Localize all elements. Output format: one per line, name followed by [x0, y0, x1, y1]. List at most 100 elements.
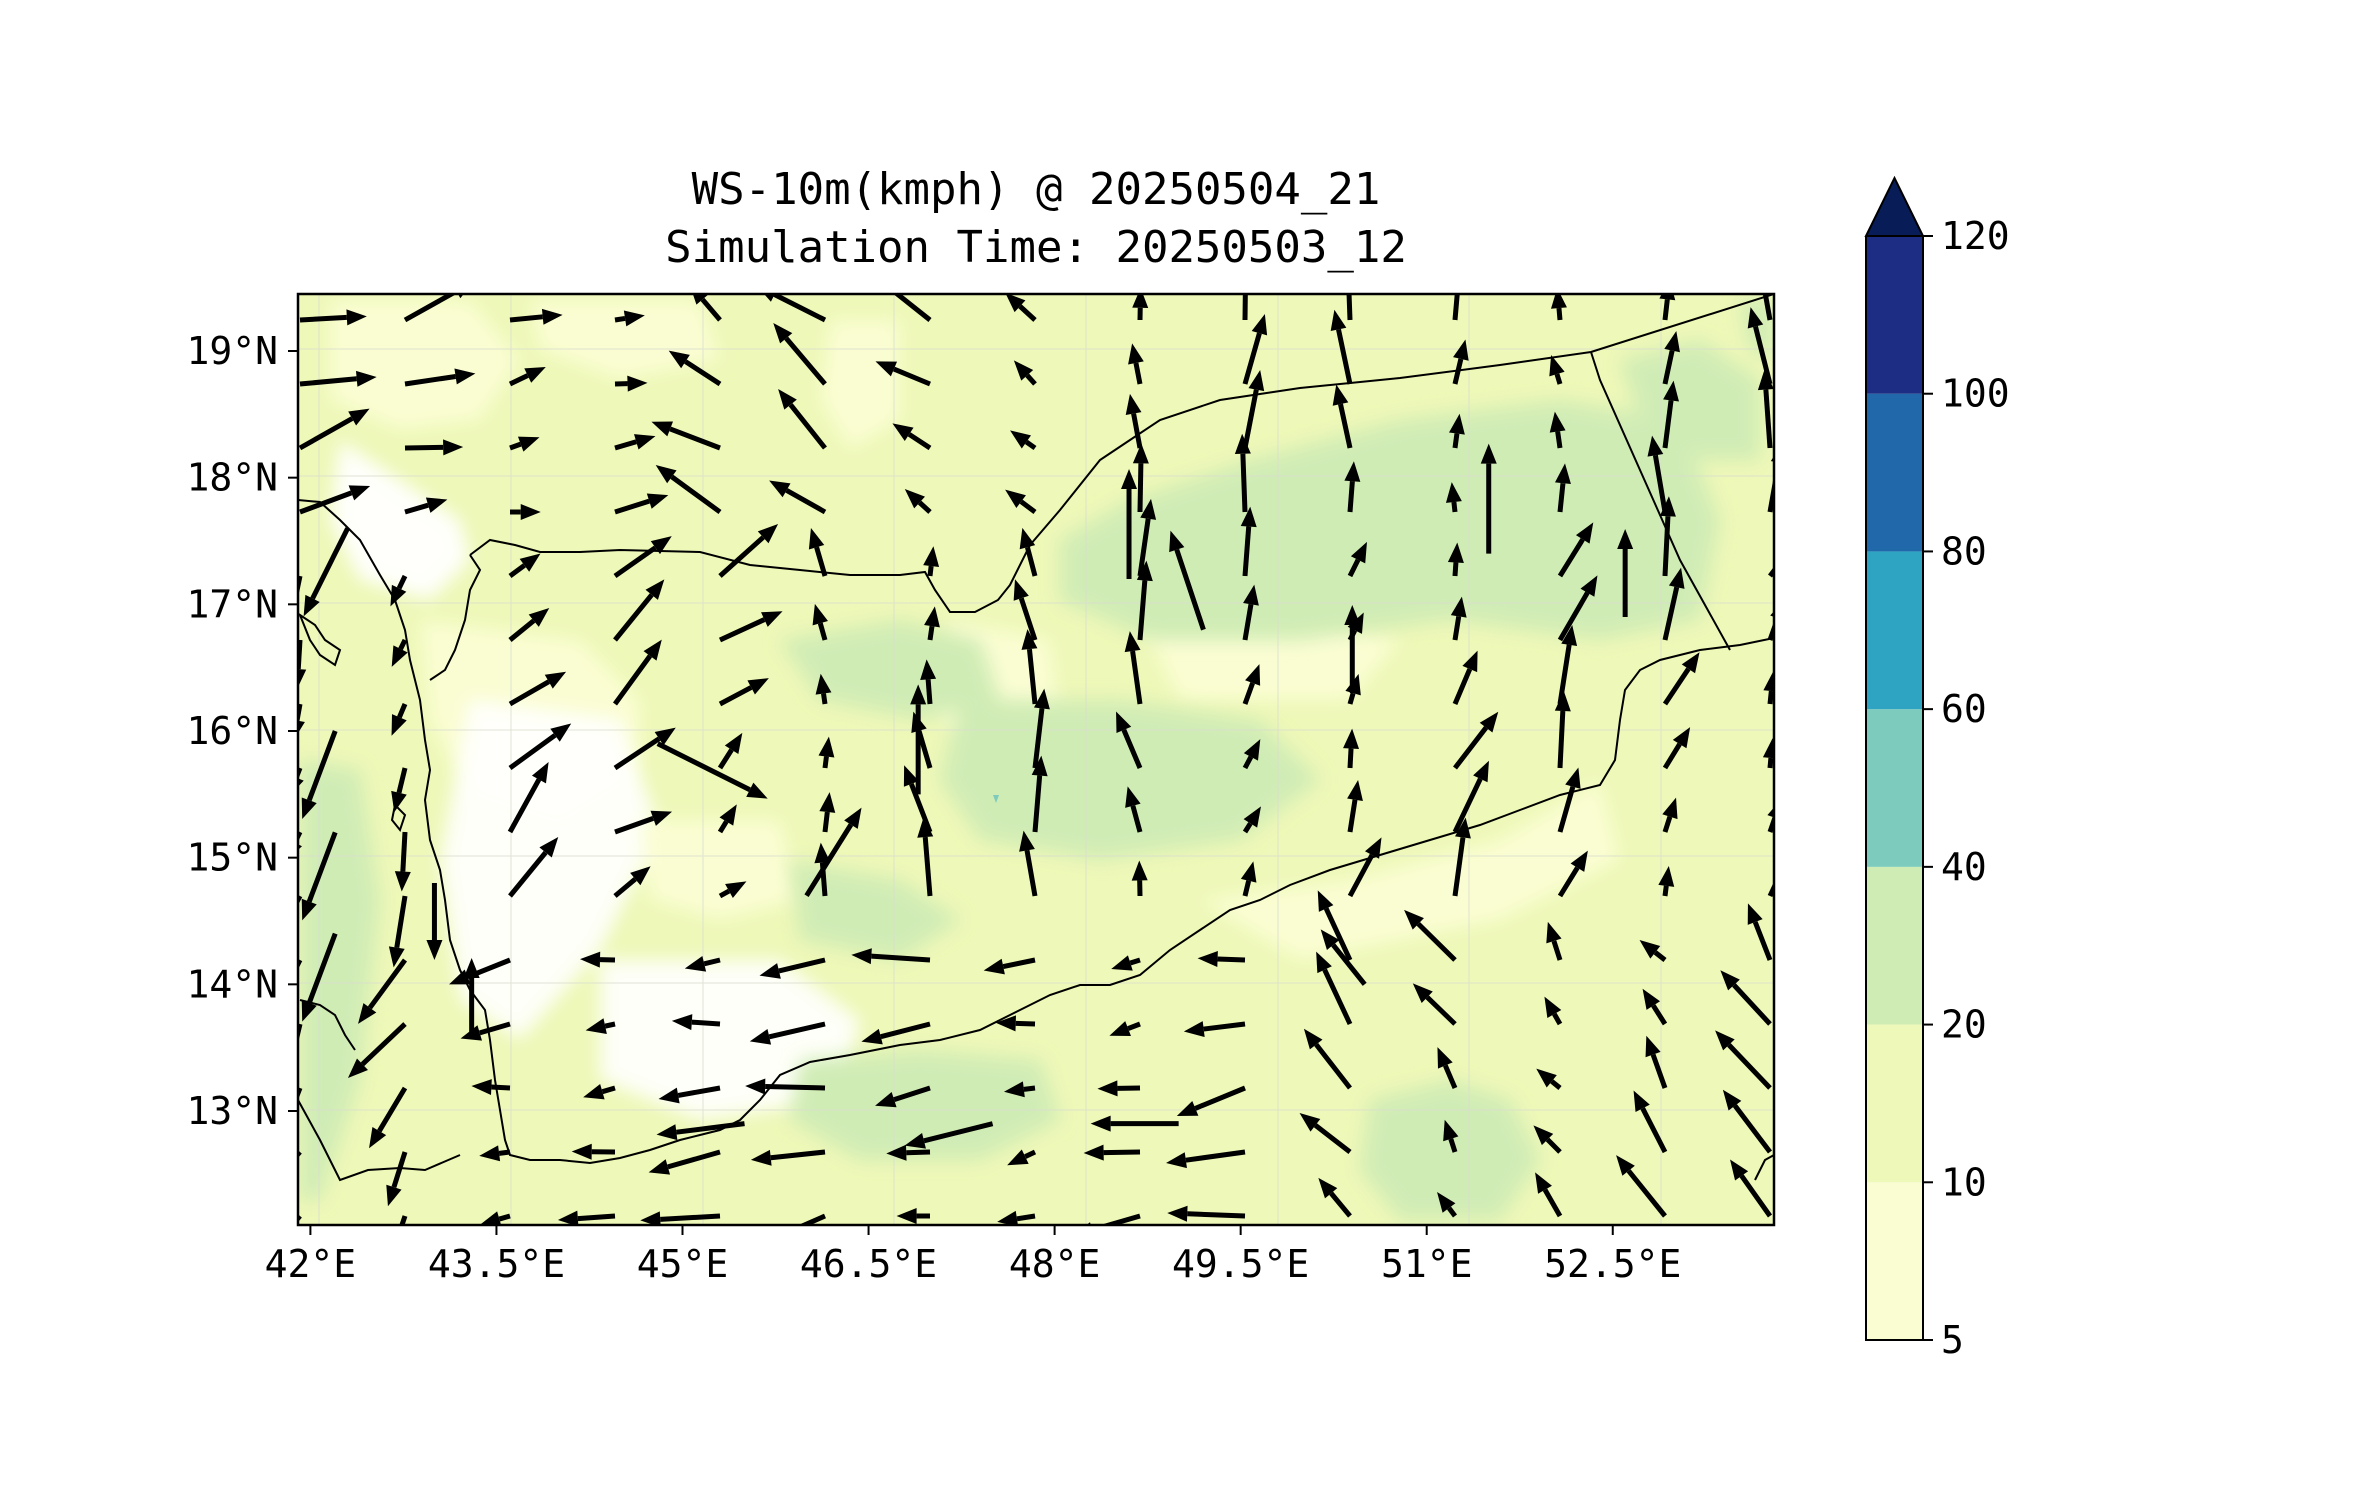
- wind-arrow-shaft: [660, 1213, 721, 1222]
- y-tick-label: 16°N: [186, 709, 278, 753]
- wind-arrow-shaft: [893, 294, 932, 322]
- wind-arrow-head: [1128, 343, 1144, 365]
- wind-arrow-shaft: [1448, 1138, 1458, 1153]
- x-tick-label: 46.5°E: [800, 1242, 937, 1286]
- wind-arrow-head: [692, 294, 709, 305]
- wind-arrow-head: [904, 489, 925, 509]
- wind-arrow-head: [1316, 951, 1332, 974]
- wind-arrow-shaft: [613, 877, 637, 898]
- wind-arrow-shaft: [814, 546, 828, 577]
- wind-arrow-head: [1473, 760, 1489, 783]
- wind-arrow-head: [454, 368, 476, 385]
- wind-arrow-head: [1318, 1177, 1338, 1199]
- wind-arrow-shaft: [700, 297, 722, 322]
- wind-arrow-head: [1554, 691, 1571, 712]
- wind-arrow-head: [301, 797, 317, 819]
- wind-arrow-head: [1565, 767, 1581, 789]
- wind-arrow-shaft: [1727, 1043, 1772, 1090]
- wind-arrow-shaft: [396, 767, 408, 794]
- wind-arrow-head: [1166, 1152, 1187, 1169]
- wind-arrow-head: [1480, 443, 1497, 464]
- wind-arrow-shaft: [1662, 299, 1670, 321]
- low-speed-areas: [330, 300, 1620, 1120]
- wind-arrow-head: [671, 1014, 693, 1031]
- figure-subtitle: Simulation Time: 20250503_12: [665, 222, 1407, 273]
- wind-arrow-head: [1131, 860, 1148, 881]
- wind-arrow-shaft: [893, 1085, 931, 1102]
- wind-arrow-head: [767, 1226, 789, 1241]
- wind-arrow-head: [1169, 530, 1185, 553]
- wind-arrow-head: [301, 898, 317, 921]
- wind-arrow-head: [1019, 830, 1035, 852]
- colorbar-segment: [1866, 1182, 1923, 1340]
- wind-arrow-shaft: [1452, 562, 1459, 577]
- wind-arrow-shaft: [1242, 682, 1255, 705]
- colorbar-label: 80: [1941, 529, 1987, 573]
- wind-arrow-head: [1097, 1080, 1118, 1097]
- wind-arrow-shaft: [1640, 1107, 1668, 1154]
- wind-arrow-head: [524, 366, 546, 383]
- wind-arrow-head: [757, 523, 779, 544]
- wind-arrow-shaft: [1662, 586, 1680, 641]
- colorbar-label: 40: [1941, 845, 1987, 889]
- wind-arrow-head: [812, 603, 828, 626]
- wind-arrow-shaft: [1217, 956, 1246, 963]
- wind-arrow-head: [1722, 1089, 1742, 1111]
- wind-arrow-head: [1561, 625, 1578, 647]
- wind-arrow-head: [301, 1000, 317, 1022]
- wind-arrow-head: [1013, 579, 1029, 601]
- wind-arrow-head: [1317, 890, 1334, 912]
- wind-arrow-head: [348, 408, 370, 426]
- wind-arrow-head: [1365, 837, 1382, 859]
- wind-arrow-shaft: [1019, 499, 1037, 515]
- wind-arrow-shaft: [1121, 728, 1143, 769]
- wind-arrow-shaft: [508, 373, 529, 387]
- wind-arrow-shaft: [1025, 373, 1037, 386]
- wind-arrow-head: [394, 871, 411, 892]
- x-axis: 42°E 43.5°E 45°E 46.5°E 48°E 49.5°E 51°E 52.5°E: [265, 1225, 1681, 1286]
- wind-arrow-shaft: [1452, 615, 1462, 641]
- wind-arrow-head: [391, 790, 407, 813]
- wind-arrow-head: [746, 782, 768, 799]
- wind-arrow-shaft: [691, 1019, 721, 1027]
- wind-arrow-shaft: [1026, 648, 1038, 705]
- wind-arrow-head: [1546, 921, 1562, 944]
- wind-arrow-head: [1243, 584, 1259, 606]
- x-tick-label: 45°E: [637, 1242, 729, 1286]
- wind-arrow-head: [388, 946, 405, 968]
- wind-arrow-head: [818, 736, 835, 758]
- wind-arrow-head: [298, 720, 305, 734]
- wind-arrow-head: [1251, 313, 1268, 336]
- wind-arrow-head: [471, 1079, 492, 1096]
- wind-arrow-shaft: [768, 1021, 826, 1040]
- wind-arrow-shaft: [770, 1149, 826, 1161]
- wind-arrow-head: [1720, 970, 1740, 991]
- wind-arrow-head: [1197, 951, 1218, 967]
- wind-arrow-head: [386, 1184, 402, 1207]
- wind-arrow-shaft: [1452, 837, 1466, 897]
- x-tick-label: 43.5°E: [428, 1242, 565, 1286]
- colorbar: 5 10 20 40 60 80 100 120: [1864, 175, 2010, 1362]
- wind-arrow-shaft: [821, 693, 828, 705]
- colorbar-label: 100: [1941, 372, 2010, 416]
- wind-arrow-head: [1453, 339, 1469, 361]
- wind-arrow-shaft: [1767, 690, 1774, 705]
- wind-arrow-shaft: [1767, 881, 1774, 898]
- wind-arrow-head: [1183, 1021, 1205, 1038]
- wind-arrow-head: [1140, 498, 1157, 520]
- wind-arrow-shaft: [1242, 880, 1252, 897]
- wind-arrow-shaft: [1767, 474, 1774, 513]
- wind-arrow-head: [1536, 1068, 1557, 1088]
- wind-arrow-shaft: [1650, 1053, 1668, 1089]
- wind-arrow-head: [924, 606, 940, 628]
- wind-arrow-head: [750, 1149, 772, 1166]
- wind-arrow-head: [778, 389, 797, 410]
- wind-arrow-head: [1245, 664, 1261, 686]
- wind-arrow-head: [844, 807, 862, 829]
- wind-arrow-shaft: [1550, 1079, 1562, 1090]
- wind-arrow-head: [655, 465, 677, 484]
- wind-arrow-shaft: [1752, 921, 1773, 961]
- wind-arrow-head: [1010, 430, 1032, 449]
- colorbar-segment: [1866, 551, 1923, 710]
- wind-arrow-head: [1617, 529, 1634, 549]
